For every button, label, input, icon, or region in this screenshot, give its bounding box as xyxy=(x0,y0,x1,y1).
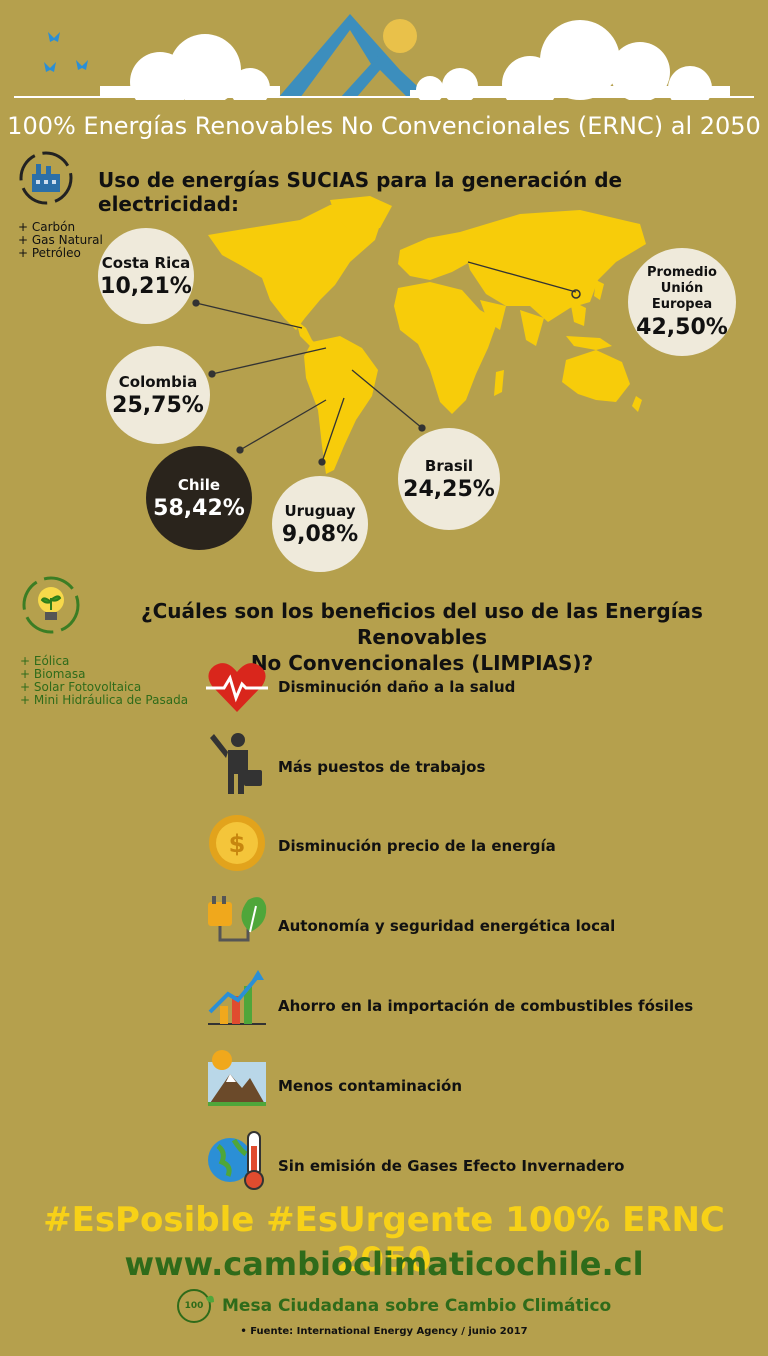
dirty-sources: + Carbón + Gas Natural + Petróleo xyxy=(18,221,103,260)
coin-icon: $ xyxy=(209,815,265,871)
svg-text:$: $ xyxy=(229,830,246,858)
benefit-item: Autonomía y seguridad energética local xyxy=(278,917,616,935)
mountains xyxy=(278,14,430,98)
benefit-item: Más puestos de trabajos xyxy=(278,758,486,776)
page-title: 100% Energías Renovables No Convencional… xyxy=(7,112,761,140)
clean-heading: ¿Cuáles son los beneficios del uso de la… xyxy=(98,598,746,676)
header-divider xyxy=(14,96,754,98)
country-name: Chile xyxy=(177,475,221,494)
source-note: • Fuente: International Energy Agency / … xyxy=(240,1326,528,1337)
benefit-item: Ahorro en la importación de combustibles… xyxy=(278,997,694,1015)
heart-pulse-icon xyxy=(206,663,268,712)
benefit-item: Disminución precio de la energía xyxy=(278,837,556,855)
world-map xyxy=(192,196,646,474)
clean-sources: + Eólica + Biomasa + Solar Fotovoltaica … xyxy=(20,655,188,707)
benefit-item: Disminución daño a la salud xyxy=(278,678,516,696)
hashtags: #EsPosible #EsUrgente 100% ERNC 2050 xyxy=(43,1200,725,1280)
worker-icon xyxy=(210,733,262,794)
dirty-source-item: + Carbón xyxy=(18,220,76,234)
clean-source-item: + Biomasa xyxy=(20,667,86,681)
mountain-icon xyxy=(208,1050,266,1106)
clean-heading-line: No Convencionales (LIMPIAS)? xyxy=(250,651,594,675)
org-logo-icon: 100 xyxy=(177,1289,214,1323)
lightbulb-icon xyxy=(22,576,80,634)
country-value: 25,75% xyxy=(112,392,204,418)
country-value: 58,42% xyxy=(153,495,245,521)
bubble-union-europea: Promedio Unión Europea 42,50% xyxy=(628,248,736,356)
country-name: Colombia xyxy=(118,372,198,391)
org-name: Mesa Ciudadana sobre Cambio Climático xyxy=(222,1296,612,1316)
country-name: Promedio Unión Europea xyxy=(647,264,717,312)
bubble-costa-rica: Costa Rica 10,21% xyxy=(98,228,194,324)
sun-icon xyxy=(383,19,417,53)
hero-illustration xyxy=(44,14,730,100)
map-connectors xyxy=(192,261,581,466)
country-name: Uruguay xyxy=(284,501,356,520)
growth-chart-icon xyxy=(208,970,266,1025)
cloud-left xyxy=(100,34,280,100)
butterfly-icon xyxy=(44,32,88,72)
bubble-brasil: Brasil 24,25% xyxy=(398,428,500,530)
cloud-center xyxy=(410,68,490,100)
dirty-source-item: + Petróleo xyxy=(18,246,81,260)
country-value: 10,21% xyxy=(100,273,192,299)
bubble-colombia: Colombia 25,75% xyxy=(106,346,210,444)
dirty-source-item: + Gas Natural xyxy=(18,233,103,247)
bubble-chile: Chile 58,42% xyxy=(146,446,252,550)
clean-heading-line: ¿Cuáles son los beneficios del uso de la… xyxy=(141,599,703,649)
country-value: 24,25% xyxy=(403,476,495,502)
website-link[interactable]: www.cambioclimaticochile.cl xyxy=(124,1245,644,1283)
country-value: 42,50% xyxy=(636,314,728,340)
country-value: 9,08% xyxy=(281,521,359,547)
clean-source-item: + Mini Hidráulica de Pasada xyxy=(20,693,189,707)
factory-icon xyxy=(19,151,73,205)
benefit-item: Sin emisión de Gases Efecto Invernadero xyxy=(278,1157,625,1175)
dirty-heading: Uso de energías SUCIAS para la generació… xyxy=(98,168,623,216)
clean-source-item: + Eólica xyxy=(20,654,70,668)
country-name: Brasil xyxy=(424,456,474,475)
plug-leaf-icon xyxy=(208,896,267,942)
globe-thermometer-icon xyxy=(208,1131,264,1190)
clean-source-item: + Solar Fotovoltaica xyxy=(20,680,142,694)
country-name: Costa Rica xyxy=(101,253,191,272)
benefit-item: Menos contaminación xyxy=(278,1077,462,1095)
org-logo-text: 100 xyxy=(185,1301,204,1311)
cloud-right xyxy=(470,20,730,100)
bubble-uruguay: Uruguay 9,08% xyxy=(272,476,368,572)
